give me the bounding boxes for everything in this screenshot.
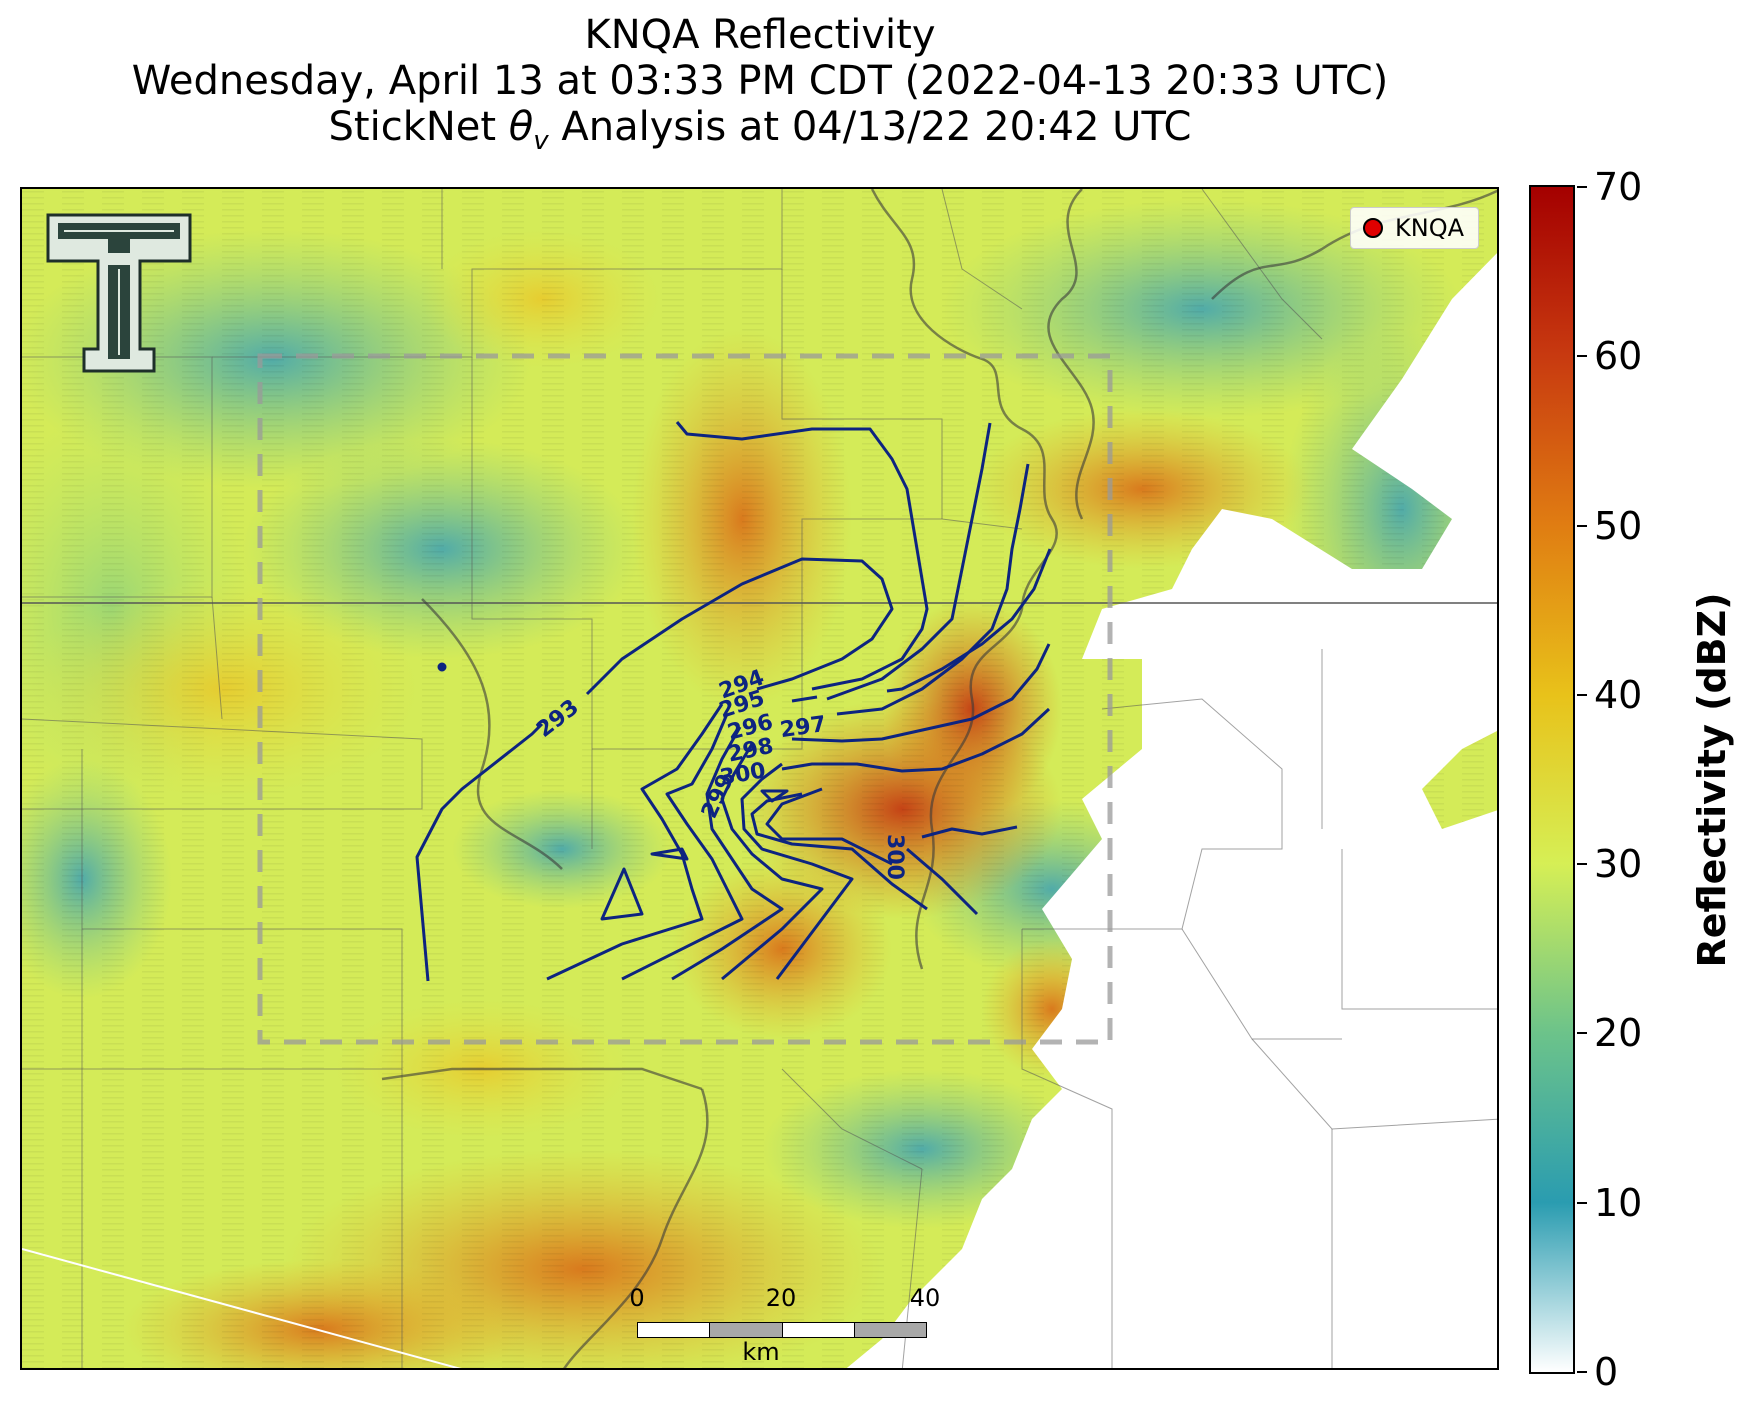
title-line-1: KNQA Reflectivity <box>584 12 936 58</box>
radar-map: 293 294 295 296 297 298 300 299 300 <box>20 187 1499 1370</box>
no-echo-region <box>846 253 1497 1368</box>
reflectivity-colorbar <box>1529 185 1575 1374</box>
contour-296 <box>836 463 1030 716</box>
colorbar-tick-mark <box>1577 524 1587 527</box>
contour-300-east <box>906 825 1018 916</box>
contour-294 <box>675 421 929 691</box>
legend-label: KNQA <box>1395 214 1464 242</box>
colorbar-tick-mark <box>1577 1201 1587 1204</box>
colorbar-tick-label: 30 <box>1594 842 1643 887</box>
colorbar-tick-mark <box>1577 355 1587 358</box>
colorbar-tick-mark <box>1577 1032 1587 1035</box>
radar-site-marker-icon <box>1363 218 1383 238</box>
scale-tick-40: 40 <box>909 1284 941 1312</box>
map-legend: KNQA <box>1350 207 1479 249</box>
colorbar-tick-mark <box>1577 693 1587 696</box>
radar-reflectivity-field: 293 294 295 296 297 298 300 299 300 <box>22 189 1497 1368</box>
contour-inner-e <box>740 762 854 980</box>
contour-inner-c <box>671 726 784 981</box>
colorbar-tick-label: 70 <box>1594 165 1643 209</box>
scale-tick-0: 0 <box>629 1284 645 1312</box>
contour-small-dot <box>437 662 447 672</box>
analysis-domain-box <box>257 353 1113 1045</box>
colorbar-title: Reflectivity (dBZ) <box>1690 592 1734 968</box>
contour-label-300-east: 300 <box>882 834 907 880</box>
contour-293 <box>415 557 894 982</box>
scale-bar: 0 20 40 km <box>617 1284 940 1366</box>
contour-295 <box>826 422 992 701</box>
title-line-2: Wednesday, April 13 at 03:33 PM CDT (202… <box>131 58 1389 104</box>
contour-298 <box>791 643 1051 743</box>
scale-bar-segments <box>637 1322 927 1338</box>
contour-closed-3 <box>600 867 644 921</box>
contour-closed-2 <box>650 847 689 861</box>
colorbar-tick-mark <box>1577 1371 1587 1373</box>
figure-title: KNQA Reflectivity Wednesday, April 13 at… <box>0 12 1520 164</box>
colorbar-tick-label: 0 <box>1594 1350 1619 1394</box>
colorbar-tick-mark <box>1577 186 1587 188</box>
theta-v-contours <box>415 421 1052 982</box>
contour-closed-1 <box>760 789 789 803</box>
double-t-logo-icon <box>44 209 194 383</box>
colorbar-tick-label: 60 <box>1594 334 1643 379</box>
contour-inner-a <box>546 703 724 981</box>
county-boundaries <box>22 189 1497 1368</box>
contour-inner-b <box>621 713 744 981</box>
contour-inner-g <box>765 787 893 866</box>
colorbar-tick-label: 40 <box>1594 672 1643 717</box>
contour-297 <box>791 548 1052 703</box>
scale-tick-20: 20 <box>765 1284 797 1312</box>
scale-unit: km <box>742 1338 780 1366</box>
contour-299 <box>781 707 1051 773</box>
contour-inner-d <box>720 743 824 981</box>
title-line-3: StickNet θv Analysis at 04/13/22 20:42 U… <box>328 104 1192 156</box>
contour-inner-f <box>750 792 928 911</box>
colorbar-tick-mark <box>1577 863 1587 866</box>
colorbar-tick-label: 10 <box>1594 1180 1643 1225</box>
colorbar-tick-label: 20 <box>1594 1011 1643 1056</box>
range-ring-line <box>22 1248 462 1368</box>
colorbar-tick-label: 50 <box>1594 503 1643 548</box>
